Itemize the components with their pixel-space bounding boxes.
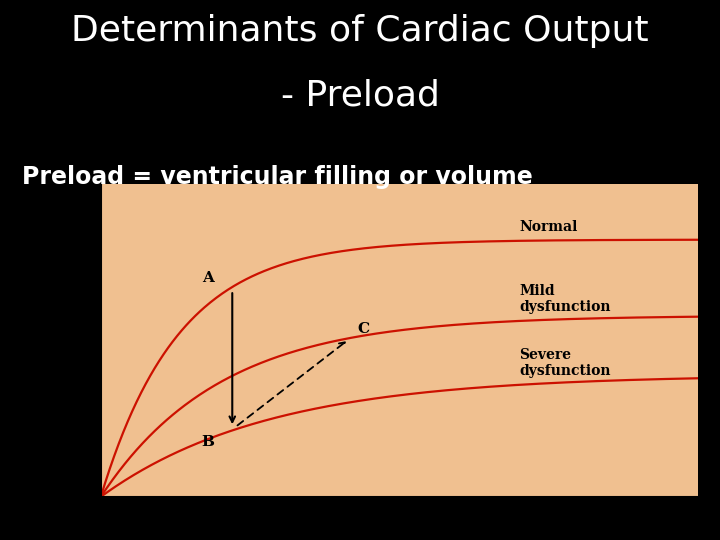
Text: Determinants of Cardiac Output: Determinants of Cardiac Output: [71, 14, 649, 48]
Text: B: B: [202, 435, 215, 449]
Text: Mild
dysfunction: Mild dysfunction: [519, 284, 611, 314]
X-axis label: LVEDP or wedge pressure: LVEDP or wedge pressure: [326, 502, 473, 512]
Text: C: C: [358, 322, 370, 336]
Text: Severe
dysfunction: Severe dysfunction: [519, 348, 611, 378]
Text: - Preload: - Preload: [281, 78, 439, 112]
Text: A: A: [202, 271, 215, 285]
Text: Normal: Normal: [519, 220, 577, 234]
Text: Preload = ventricular filling or volume: Preload = ventricular filling or volume: [22, 165, 532, 188]
Y-axis label: Stroke volume or cardiac output: Stroke volume or cardiac output: [85, 248, 95, 432]
